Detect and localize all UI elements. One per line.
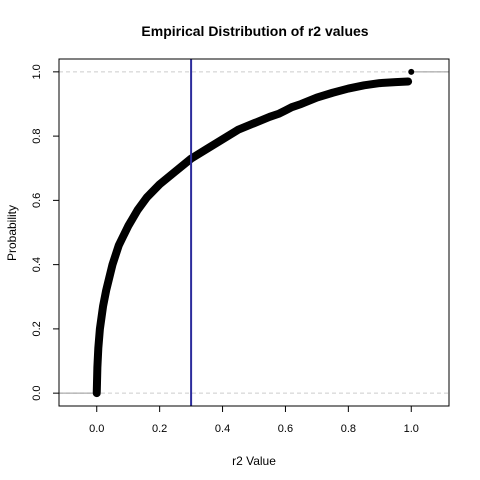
- ecdf-point: [108, 261, 116, 269]
- ecdf-point: [93, 363, 101, 371]
- ecdf-point: [102, 286, 110, 294]
- ecdf-point: [404, 77, 412, 85]
- ecdf-series: [92, 68, 415, 398]
- ecdf-point: [203, 145, 211, 153]
- ecdf-point: [297, 100, 305, 108]
- ecdf-point: [234, 126, 242, 134]
- axes: 0.0 0.2 0.4 0.6 0.8 1.0 0.0 0.2 0.4 0.6 0.8 1.0: [31, 58, 450, 435]
- ecdf-curve: [92, 77, 413, 398]
- ecdf-point: [99, 302, 107, 310]
- x-tick-label: 0.4: [215, 423, 230, 435]
- ecdf-point: [124, 222, 132, 230]
- plot-frame: [58, 58, 450, 407]
- ecdf-point: [250, 119, 258, 127]
- chart-title: Empirical Distribution of r2 values: [141, 23, 368, 39]
- y-tick-label: 0.6: [31, 193, 43, 208]
- ecdf-point: [376, 79, 384, 87]
- x-tick-label: 0.2: [152, 423, 167, 435]
- x-tick-label: 1.0: [404, 423, 419, 435]
- ecdf-point: [288, 103, 296, 111]
- y-axis-title: Probability: [5, 205, 19, 261]
- x-tick-label: 0.8: [341, 423, 356, 435]
- ecdf-tails: [59, 71, 449, 394]
- ecdf-point: [329, 89, 337, 97]
- x-axis-title: r2 Value: [232, 454, 276, 468]
- y-tick-label: 0.2: [31, 321, 43, 336]
- ecdf-point: [115, 241, 123, 249]
- ecdf-point: [93, 389, 101, 397]
- isolated-point: [408, 68, 415, 75]
- y-tick-label: 0.0: [31, 385, 43, 400]
- ecdf-point: [134, 206, 142, 214]
- ecdf-point: [156, 180, 164, 188]
- ecdf-point: [344, 85, 352, 93]
- y-tick-label: 0.4: [31, 257, 43, 272]
- reference-lines: [59, 71, 449, 394]
- ecdf-point: [96, 325, 104, 333]
- ecdf-point: [266, 113, 274, 121]
- y-tick-label: 1.0: [31, 64, 43, 79]
- x-tick-label: 0.6: [278, 423, 293, 435]
- ecdf-point: [392, 78, 400, 86]
- x-tick-label: 0.0: [89, 423, 104, 435]
- y-tick-label: 0.8: [31, 128, 43, 143]
- ecdf-point: [94, 344, 102, 352]
- ecdf-point: [171, 167, 179, 175]
- ecdf-point: [219, 135, 227, 143]
- ecdf-point: [281, 106, 289, 114]
- ecdf-point: [143, 193, 151, 201]
- ecdf-point: [313, 94, 321, 102]
- ecdf-point: [360, 81, 368, 89]
- ecdf-point: [275, 110, 283, 118]
